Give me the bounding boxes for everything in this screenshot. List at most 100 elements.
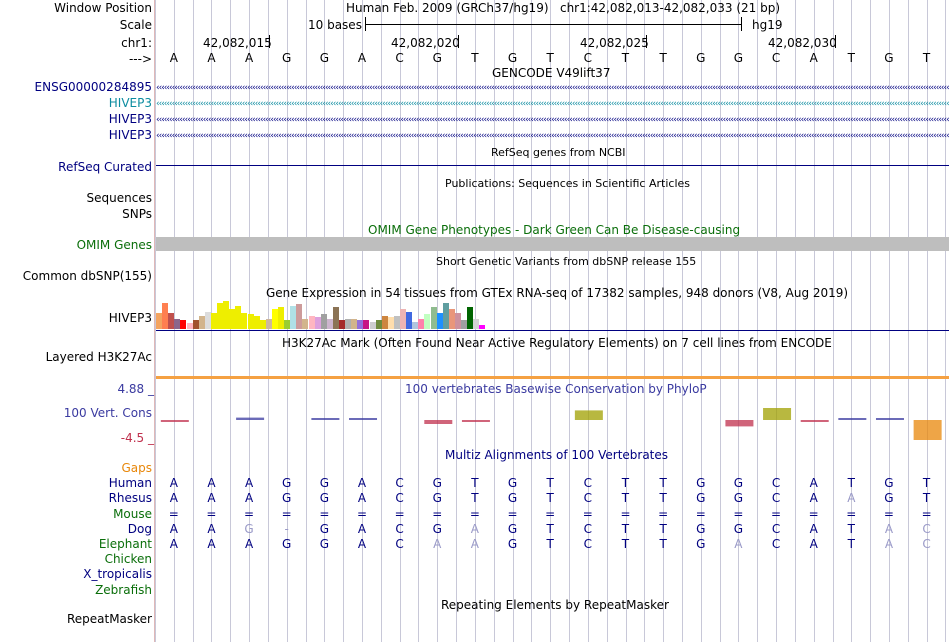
gtex-tissue-bar[interactable] — [332, 307, 339, 329]
gtex-tissue-bar[interactable] — [442, 303, 449, 329]
gtex-tissue-bar[interactable] — [479, 325, 486, 329]
gtex-tissue-bar[interactable] — [375, 320, 382, 329]
conservation-mark[interactable] — [574, 410, 603, 420]
gtex-tissue-bar[interactable] — [204, 312, 211, 329]
gtex-tissue-bar[interactable] — [424, 314, 431, 329]
species-label[interactable]: Elephant — [98, 537, 152, 551]
gtex-tissue-bar[interactable] — [241, 313, 248, 329]
gtex-tissue-bar[interactable] — [284, 320, 291, 329]
conservation-mark[interactable] — [763, 408, 792, 420]
multiz-track-title[interactable]: Multiz Alignments of 100 Vertebrates — [445, 448, 669, 462]
gtex-tissue-bar[interactable] — [290, 306, 297, 329]
gtex-label[interactable]: HIVEP3 — [108, 311, 152, 325]
conservation-mark[interactable] — [311, 418, 340, 420]
gtex-tissue-bar[interactable] — [430, 307, 437, 329]
cons-label[interactable]: 100 Vert. Cons — [63, 406, 152, 420]
conservation-mark[interactable] — [160, 420, 189, 422]
gtex-tissue-bar[interactable] — [247, 314, 254, 329]
omim-track-title[interactable]: OMIM Gene Phenotypes - Dark Green Can Be… — [368, 223, 741, 237]
gtex-tissue-bar[interactable] — [253, 316, 260, 329]
h3k27ac-track-title[interactable]: H3K27Ac Mark (Often Found Near Active Re… — [282, 336, 832, 350]
gene-feature[interactable]: ‹‹‹‹‹‹‹‹‹‹‹‹‹‹‹‹‹‹‹‹‹‹‹‹‹‹‹‹‹‹‹‹‹‹‹‹‹‹‹‹… — [156, 131, 949, 141]
gtex-tissue-bar[interactable] — [223, 301, 230, 329]
gtex-tissue-bar[interactable] — [265, 319, 272, 329]
species-label[interactable]: Dog — [127, 521, 152, 536]
snps-label[interactable]: SNPs — [122, 207, 152, 221]
gtex-tissue-bar[interactable] — [448, 309, 455, 329]
gtex-tissue-bar[interactable] — [418, 319, 425, 329]
gtex-tissue-bar[interactable] — [192, 320, 199, 329]
gtex-tissue-bar[interactable] — [174, 319, 181, 329]
species-label[interactable]: Mouse — [113, 506, 152, 521]
gtex-tissue-bar[interactable] — [314, 317, 321, 329]
gene-feature[interactable]: ‹‹‹‹‹‹‹‹‹‹‹‹‹‹‹‹‹‹‹‹‹‹‹‹‹‹‹‹‹‹‹‹‹‹‹‹‹‹‹‹… — [156, 83, 949, 93]
gtex-tissue-bar[interactable] — [235, 306, 242, 329]
publications-track-title[interactable]: Publications: Sequences in Scientific Ar… — [445, 177, 690, 190]
conservation-mark[interactable] — [236, 417, 265, 420]
gtex-tissue-bar[interactable] — [186, 323, 193, 329]
species-label[interactable]: Rhesus — [108, 491, 152, 506]
conservation-mark[interactable] — [725, 420, 754, 427]
species-label[interactable]: Zebrafish — [95, 582, 152, 597]
gtex-tissue-bar[interactable] — [198, 316, 205, 329]
gtex-tissue-bar[interactable] — [229, 309, 236, 329]
gtex-tissue-bar[interactable] — [357, 320, 364, 329]
species-label[interactable]: X_tropicalis — [83, 567, 152, 582]
gtex-tissue-bar[interactable] — [326, 319, 333, 329]
refseq-gene-line[interactable] — [156, 165, 949, 166]
species-label[interactable]: Human — [108, 476, 152, 491]
conservation-mark[interactable] — [875, 418, 904, 420]
gtex-tissue-bar[interactable] — [369, 322, 376, 329]
gtex-tissue-bar[interactable] — [467, 307, 474, 329]
gtex-tissue-bar[interactable] — [259, 320, 266, 329]
conservation-mark[interactable] — [838, 418, 867, 420]
gtex-tissue-bar[interactable] — [162, 303, 169, 329]
gtex-tissue-bar[interactable] — [363, 320, 370, 329]
gtex-tissue-bar[interactable] — [436, 313, 443, 329]
dbsnp-label[interactable]: Common dbSNP(155) — [22, 269, 152, 283]
h3k27ac-label[interactable]: Layered H3K27Ac — [45, 350, 152, 364]
gtex-tissue-bar[interactable] — [400, 309, 406, 329]
gtex-tissue-bar[interactable] — [296, 304, 303, 329]
gtex-tissue-bar[interactable] — [271, 309, 278, 329]
gtex-tissue-bar[interactable] — [387, 317, 394, 329]
gtex-tissue-bar[interactable] — [345, 319, 352, 329]
repeat-track-title[interactable]: Repeating Elements by RepeatMasker — [441, 598, 669, 612]
conservation-mark[interactable] — [913, 420, 942, 440]
gtex-tissue-bar[interactable] — [308, 316, 315, 329]
gtex-bar-chart[interactable] — [156, 300, 556, 329]
gencode-track-title[interactable]: GENCODE V49lift37 — [492, 66, 611, 80]
cons-track-title[interactable]: 100 vertebrates Basewise Conservation by… — [405, 382, 707, 396]
gene-label-ensg[interactable]: ENSG00000284895 — [34, 80, 152, 94]
gene-label-hivep3[interactable]: HIVEP3 — [108, 128, 152, 142]
gtex-tissue-bar[interactable] — [393, 316, 400, 329]
species-label[interactable]: Chicken — [104, 552, 152, 567]
species-label[interactable]: Gaps — [121, 461, 152, 475]
gtex-tissue-bar[interactable] — [156, 313, 162, 329]
conservation-mark[interactable] — [800, 420, 829, 422]
gtex-track-title[interactable]: Gene Expression in 54 tissues from GTEx … — [266, 286, 849, 300]
gtex-tissue-bar[interactable] — [412, 322, 419, 329]
gtex-tissue-bar[interactable] — [320, 314, 327, 329]
gtex-tissue-bar[interactable] — [454, 313, 461, 329]
conservation-plot[interactable] — [156, 392, 949, 440]
gtex-tissue-bar[interactable] — [210, 313, 217, 329]
h3k27ac-signal[interactable] — [156, 376, 949, 379]
omim-label[interactable]: OMIM Genes — [76, 238, 152, 252]
gtex-tissue-bar[interactable] — [351, 319, 358, 329]
gtex-tissue-bar[interactable] — [461, 320, 467, 329]
refseq-label[interactable]: RefSeq Curated — [58, 160, 152, 174]
gene-feature[interactable]: ‹‹‹‹‹‹‹‹‹‹‹‹‹‹‹‹‹‹‹‹‹‹‹‹‹‹‹‹‹‹‹‹‹‹‹‹‹‹‹‹… — [156, 115, 949, 125]
omim-gene-bar[interactable] — [156, 237, 949, 251]
gtex-tissue-bar[interactable] — [406, 312, 413, 329]
conservation-mark[interactable] — [349, 418, 378, 420]
dbsnp-track-title[interactable]: Short Genetic Variants from dbSNP releas… — [436, 255, 697, 268]
refseq-track-title[interactable]: RefSeq genes from NCBI — [491, 146, 626, 159]
sequences-label[interactable]: Sequences — [86, 191, 152, 205]
gene-label-hivep3[interactable]: HIVEP3 — [108, 112, 152, 126]
gtex-tissue-bar[interactable] — [473, 319, 480, 329]
gtex-tissue-bar[interactable] — [180, 320, 187, 329]
gtex-tissue-bar[interactable] — [339, 320, 345, 329]
gtex-tissue-bar[interactable] — [278, 307, 284, 329]
gtex-tissue-bar[interactable] — [302, 319, 309, 329]
